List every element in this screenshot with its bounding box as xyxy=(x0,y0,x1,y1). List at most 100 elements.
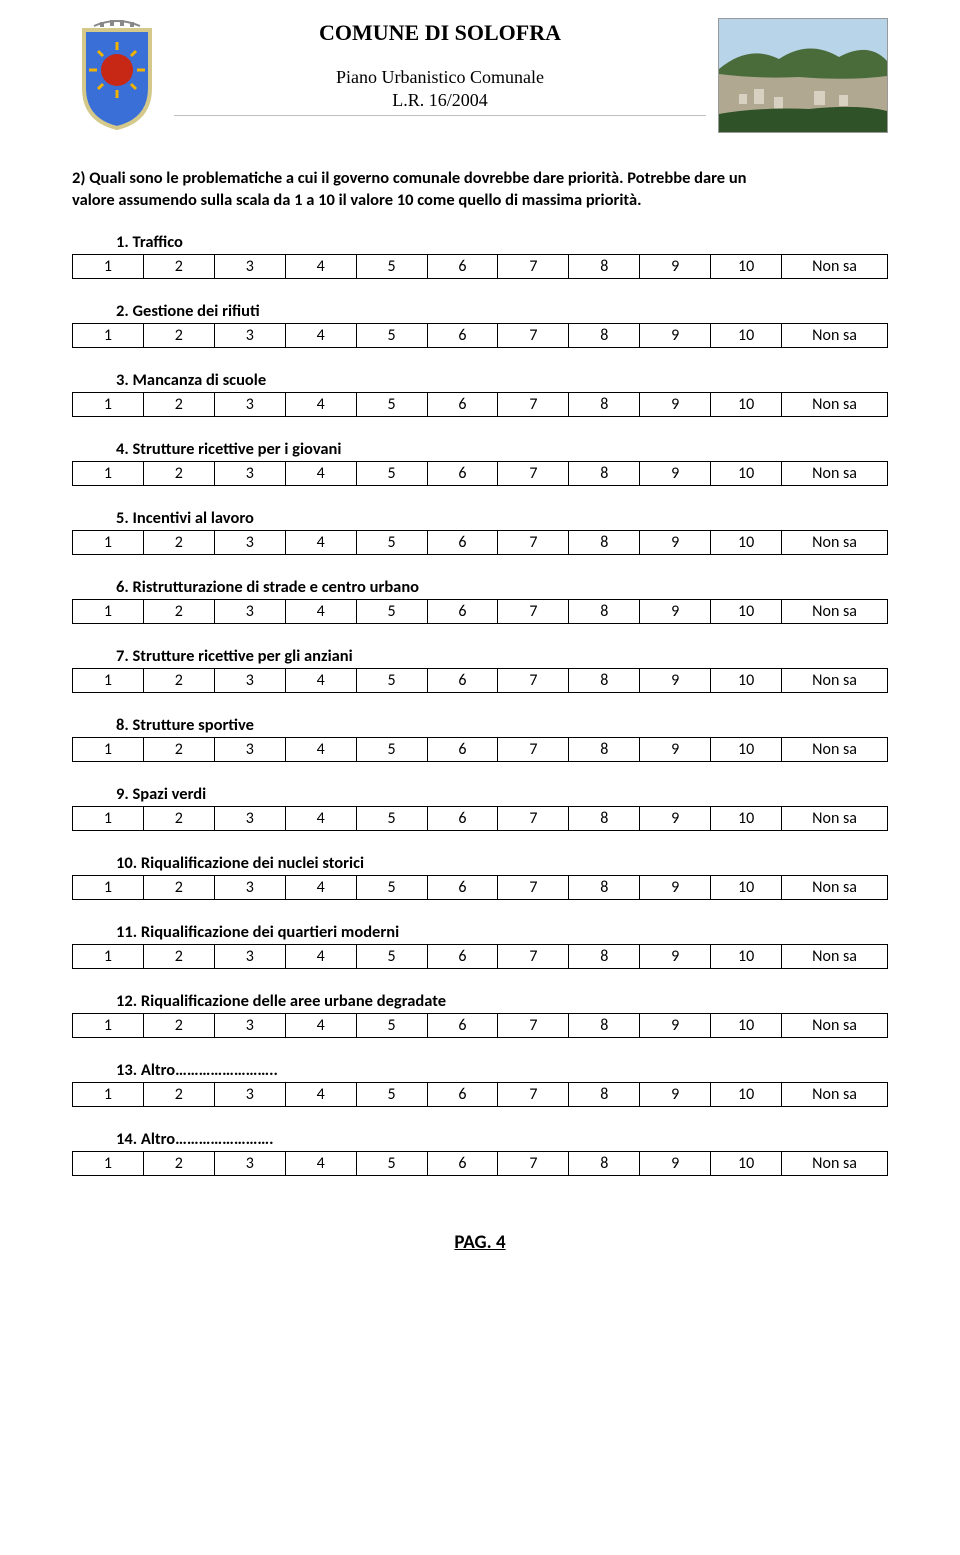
scale-cell[interactable]: 4 xyxy=(285,254,356,278)
scale-cell[interactable]: 7 xyxy=(498,1151,569,1175)
scale-cell[interactable]: 7 xyxy=(498,806,569,830)
scale-cell[interactable]: 4 xyxy=(285,392,356,416)
scale-cell[interactable]: 2 xyxy=(143,599,214,623)
scale-cell[interactable]: 10 xyxy=(711,530,782,554)
scale-cell[interactable]: 1 xyxy=(73,668,144,692)
scale-cell-nonsa[interactable]: Non sa xyxy=(782,875,888,899)
scale-cell[interactable]: 8 xyxy=(569,806,640,830)
scale-cell[interactable]: 5 xyxy=(356,737,427,761)
scale-cell[interactable]: 7 xyxy=(498,254,569,278)
scale-cell[interactable]: 1 xyxy=(73,599,144,623)
scale-cell[interactable]: 8 xyxy=(569,944,640,968)
scale-cell[interactable]: 9 xyxy=(640,944,711,968)
scale-cell[interactable]: 3 xyxy=(214,323,285,347)
scale-cell[interactable]: 10 xyxy=(711,1082,782,1106)
scale-cell[interactable]: 3 xyxy=(214,1151,285,1175)
scale-cell-nonsa[interactable]: Non sa xyxy=(782,944,888,968)
scale-cell[interactable]: 6 xyxy=(427,668,498,692)
scale-cell[interactable]: 10 xyxy=(711,1151,782,1175)
scale-cell[interactable]: 6 xyxy=(427,461,498,485)
scale-cell[interactable]: 5 xyxy=(356,1082,427,1106)
scale-cell[interactable]: 8 xyxy=(569,323,640,347)
scale-cell[interactable]: 6 xyxy=(427,1013,498,1037)
scale-cell[interactable]: 4 xyxy=(285,1151,356,1175)
scale-cell[interactable]: 10 xyxy=(711,806,782,830)
scale-cell[interactable]: 4 xyxy=(285,461,356,485)
scale-cell-nonsa[interactable]: Non sa xyxy=(782,323,888,347)
scale-cell[interactable]: 2 xyxy=(143,392,214,416)
scale-cell[interactable]: 3 xyxy=(214,599,285,623)
scale-cell[interactable]: 9 xyxy=(640,1013,711,1037)
scale-cell[interactable]: 5 xyxy=(356,875,427,899)
scale-cell[interactable]: 1 xyxy=(73,323,144,347)
scale-cell[interactable]: 3 xyxy=(214,530,285,554)
scale-cell[interactable]: 2 xyxy=(143,254,214,278)
scale-cell[interactable]: 6 xyxy=(427,806,498,830)
scale-cell[interactable]: 4 xyxy=(285,737,356,761)
scale-cell[interactable]: 4 xyxy=(285,668,356,692)
scale-cell[interactable]: 8 xyxy=(569,668,640,692)
scale-cell[interactable]: 1 xyxy=(73,875,144,899)
scale-cell[interactable]: 3 xyxy=(214,461,285,485)
scale-cell[interactable]: 1 xyxy=(73,1013,144,1037)
scale-cell[interactable]: 9 xyxy=(640,254,711,278)
scale-cell[interactable]: 9 xyxy=(640,668,711,692)
scale-cell[interactable]: 6 xyxy=(427,1082,498,1106)
scale-cell[interactable]: 2 xyxy=(143,875,214,899)
scale-cell[interactable]: 7 xyxy=(498,944,569,968)
scale-cell[interactable]: 7 xyxy=(498,737,569,761)
scale-cell[interactable]: 5 xyxy=(356,599,427,623)
scale-cell-nonsa[interactable]: Non sa xyxy=(782,599,888,623)
scale-cell[interactable]: 9 xyxy=(640,737,711,761)
scale-cell[interactable]: 1 xyxy=(73,1151,144,1175)
scale-cell[interactable]: 2 xyxy=(143,323,214,347)
scale-cell-nonsa[interactable]: Non sa xyxy=(782,530,888,554)
scale-cell[interactable]: 7 xyxy=(498,530,569,554)
scale-cell[interactable]: 3 xyxy=(214,254,285,278)
scale-cell-nonsa[interactable]: Non sa xyxy=(782,392,888,416)
scale-cell[interactable]: 5 xyxy=(356,1151,427,1175)
scale-cell[interactable]: 8 xyxy=(569,599,640,623)
scale-cell[interactable]: 1 xyxy=(73,944,144,968)
scale-cell-nonsa[interactable]: Non sa xyxy=(782,806,888,830)
scale-cell[interactable]: 6 xyxy=(427,323,498,347)
scale-cell[interactable]: 3 xyxy=(214,944,285,968)
scale-cell[interactable]: 3 xyxy=(214,668,285,692)
scale-cell[interactable]: 3 xyxy=(214,392,285,416)
scale-cell[interactable]: 6 xyxy=(427,392,498,416)
scale-cell[interactable]: 5 xyxy=(356,668,427,692)
scale-cell-nonsa[interactable]: Non sa xyxy=(782,254,888,278)
scale-cell[interactable]: 1 xyxy=(73,392,144,416)
scale-cell[interactable]: 2 xyxy=(143,668,214,692)
scale-cell[interactable]: 7 xyxy=(498,392,569,416)
scale-cell[interactable]: 4 xyxy=(285,875,356,899)
scale-cell[interactable]: 6 xyxy=(427,530,498,554)
scale-cell[interactable]: 9 xyxy=(640,530,711,554)
scale-cell[interactable]: 4 xyxy=(285,806,356,830)
scale-cell[interactable]: 9 xyxy=(640,392,711,416)
scale-cell[interactable]: 10 xyxy=(711,599,782,623)
scale-cell[interactable]: 3 xyxy=(214,806,285,830)
scale-cell-nonsa[interactable]: Non sa xyxy=(782,668,888,692)
scale-cell[interactable]: 6 xyxy=(427,737,498,761)
scale-cell[interactable]: 8 xyxy=(569,737,640,761)
scale-cell[interactable]: 8 xyxy=(569,392,640,416)
scale-cell-nonsa[interactable]: Non sa xyxy=(782,1013,888,1037)
scale-cell[interactable]: 7 xyxy=(498,1082,569,1106)
scale-cell[interactable]: 4 xyxy=(285,944,356,968)
scale-cell[interactable]: 3 xyxy=(214,1082,285,1106)
scale-cell[interactable]: 10 xyxy=(711,944,782,968)
scale-cell[interactable]: 9 xyxy=(640,599,711,623)
scale-cell[interactable]: 2 xyxy=(143,1082,214,1106)
scale-cell[interactable]: 6 xyxy=(427,875,498,899)
scale-cell[interactable]: 5 xyxy=(356,806,427,830)
scale-cell[interactable]: 9 xyxy=(640,323,711,347)
scale-cell[interactable]: 6 xyxy=(427,254,498,278)
scale-cell[interactable]: 1 xyxy=(73,737,144,761)
scale-cell[interactable]: 3 xyxy=(214,875,285,899)
scale-cell[interactable]: 2 xyxy=(143,530,214,554)
scale-cell[interactable]: 10 xyxy=(711,1013,782,1037)
scale-cell[interactable]: 4 xyxy=(285,1082,356,1106)
scale-cell[interactable]: 2 xyxy=(143,1151,214,1175)
scale-cell[interactable]: 2 xyxy=(143,461,214,485)
